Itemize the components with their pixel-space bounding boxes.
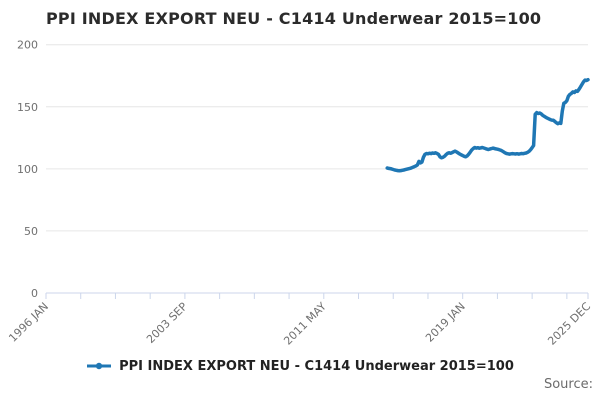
x-axis-labels: 1996 JAN 2003 SEP 2011 MAY 2019 JAN 2025 DEC <box>6 300 593 348</box>
x-tick-label: 2011 MAY <box>281 300 329 348</box>
legend-label: PPI INDEX EXPORT NEU - C1414 Underwear 2… <box>119 358 514 374</box>
y-tick-label: 100 <box>17 163 38 176</box>
y-tick-label: 200 <box>17 39 38 52</box>
series-group <box>385 77 590 173</box>
x-tick-label: 2003 SEP <box>144 300 190 346</box>
y-tick-label: 0 <box>31 287 38 300</box>
source-label: Source: <box>543 377 593 392</box>
y-tick-label: 50 <box>24 225 38 238</box>
y-axis-labels: 0 50 100 150 200 <box>17 39 38 300</box>
chart-title: PPI INDEX EXPORT NEU - C1414 Underwear 2… <box>46 9 542 28</box>
legend-line-marker-icon <box>86 361 112 371</box>
y-tick-label: 150 <box>17 101 38 114</box>
x-tick-label: 2025 DEC <box>545 300 593 348</box>
legend-item[interactable]: PPI INDEX EXPORT NEU - C1414 Underwear 2… <box>0 356 600 376</box>
x-tick-label: 2019 JAN <box>423 300 468 345</box>
x-tick-label: 1996 JAN <box>6 300 51 345</box>
x-axis <box>45 292 589 299</box>
gridlines <box>46 44 588 232</box>
ppi-series-line[interactable] <box>385 77 590 173</box>
